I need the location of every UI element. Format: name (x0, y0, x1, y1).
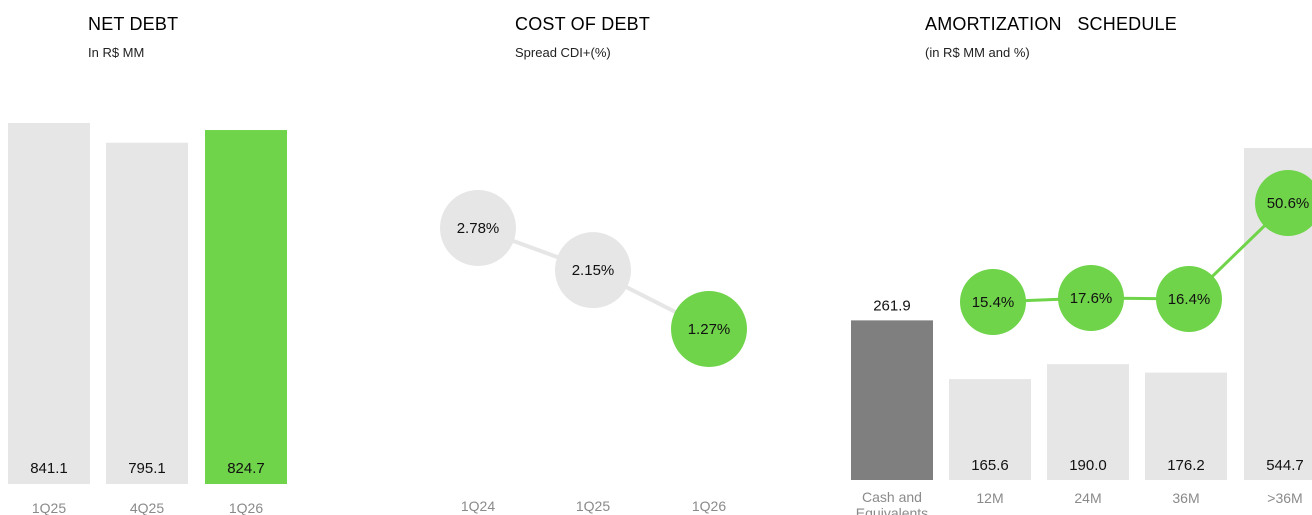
amortization-category-label: 12M (976, 490, 1003, 506)
cost-of-debt-category-label: 1Q26 (692, 498, 726, 514)
cash-and-equivalents-bar (851, 320, 933, 480)
cost-of-debt-value-label: 2.78% (457, 220, 500, 237)
amortization-percent-point (1058, 265, 1124, 331)
cost-of-debt-value-label: 1.27% (688, 321, 731, 338)
net-debt-value-label: 841.1 (30, 460, 68, 477)
amortization-percent-label: 50.6% (1267, 195, 1310, 212)
cost-of-debt-point (440, 190, 516, 266)
amortization-percent-label: 16.4% (1168, 291, 1211, 308)
amortization-title: AMORTIZATION SCHEDULE (925, 14, 1177, 34)
net-debt-bar (205, 130, 287, 484)
amortization-percent-label: 17.6% (1070, 290, 1113, 307)
net-debt-category-label: 4Q25 (130, 500, 164, 515)
net-debt-bar (106, 142, 188, 484)
net-debt-value-label: 824.7 (227, 460, 265, 477)
cash-value-label: 261.9 (873, 297, 911, 314)
amortization-bar (1047, 364, 1129, 480)
amortization-value-label: 190.0 (1069, 457, 1107, 474)
cost-of-debt-title: COST OF DEBT (515, 14, 651, 34)
cost-of-debt-category-label: 1Q24 (461, 498, 495, 514)
amortization-bar (949, 379, 1031, 480)
cost-of-debt-category-label: 1Q25 (576, 498, 610, 514)
net-debt-bar (8, 123, 90, 484)
cost-of-debt-value-label: 2.15% (572, 262, 615, 279)
amortization-bar (1145, 372, 1227, 480)
amortization-percent-label: 15.4% (972, 294, 1015, 311)
cost-of-debt-point (555, 232, 631, 309)
amortization-category-label: >36M (1267, 490, 1302, 506)
net-debt-category-label: 1Q26 (229, 500, 263, 515)
amortization-category-label: 24M (1074, 490, 1101, 506)
amortization-percent-point (960, 269, 1026, 335)
amortization-value-label: 165.6 (971, 457, 1009, 474)
amortization-percent-point (1156, 266, 1222, 332)
cash-category-label-line1: Cash and (862, 489, 922, 505)
cash-category-label-line2: Equivalents (856, 505, 928, 515)
amortization-value-label: 176.2 (1167, 457, 1205, 474)
amortization-value-label: 544.7 (1266, 457, 1304, 474)
amortization-subtitle: (in R$ MM and %) (925, 45, 1030, 60)
amortization-percent-point (1255, 170, 1312, 236)
amortization-category-label: 36M (1172, 490, 1199, 506)
net-debt-subtitle: In R$ MM (88, 45, 145, 60)
cost-of-debt-subtitle: Spread CDI+(%) (515, 45, 611, 60)
cost-of-debt-point (671, 291, 747, 367)
net-debt-title: NET DEBT (88, 14, 179, 34)
net-debt-category-label: 1Q25 (32, 500, 66, 515)
net-debt-value-label: 795.1 (128, 460, 166, 477)
